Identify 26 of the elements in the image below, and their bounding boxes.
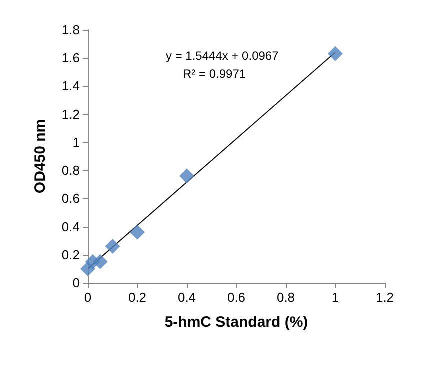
- y-tick-label: 1.4: [62, 78, 80, 94]
- x-tick-label: 0.2: [128, 290, 147, 305]
- y-tick-label: 0: [72, 276, 80, 290]
- annotation: R² = 0.9971: [183, 67, 246, 81]
- y-tick-label: 1.2: [62, 106, 80, 122]
- point: [105, 238, 120, 254]
- annotation: y = 1.5444x + 0.0967: [166, 49, 280, 63]
- y-tick-label: 1: [72, 134, 80, 150]
- point: [328, 46, 343, 62]
- y-tick-label: 0.2: [62, 247, 80, 262]
- y-axis-title: OD450 nm: [32, 119, 49, 194]
- x-tick-label: 0.6: [227, 290, 246, 305]
- x-tick-label: 1.2: [376, 290, 394, 305]
- point: [180, 168, 194, 184]
- x-tick-label: 0.8: [276, 290, 296, 305]
- x-tick-label: 1: [332, 290, 340, 305]
- y-tick-label: 0.4: [62, 219, 80, 234]
- y-tick-label: 0.8: [62, 163, 80, 178]
- x-axis-title: 5-hmC Standard (%): [164, 314, 308, 331]
- y-tick-label: 0.6: [62, 191, 80, 206]
- point: [130, 224, 145, 240]
- y-tick-label: 1.8: [62, 22, 80, 38]
- y-tick-label: 1.6: [62, 50, 80, 66]
- x-tick-label: 0: [84, 290, 92, 305]
- x-tick-label: 0.4: [178, 290, 196, 305]
- point: [92, 254, 108, 270]
